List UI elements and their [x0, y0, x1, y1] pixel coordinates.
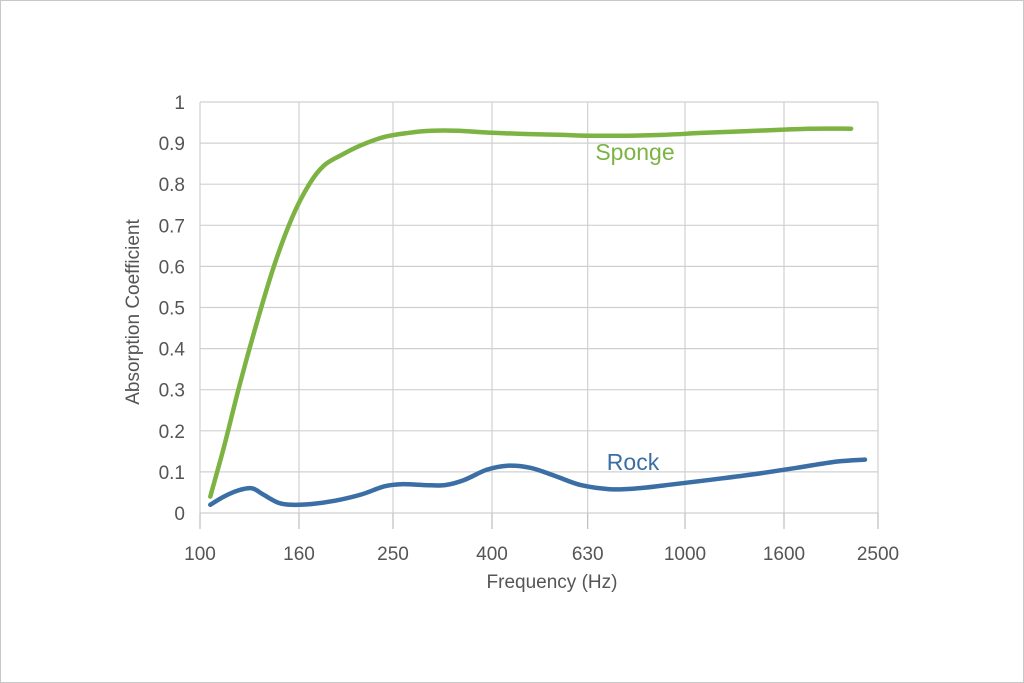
- y-tick-label: 1: [174, 93, 185, 114]
- y-tick-label: 0.2: [159, 422, 185, 443]
- series-line-sponge: [208, 126, 854, 499]
- y-tick-label: 0: [174, 504, 185, 525]
- y-tick-label: 0.7: [159, 216, 185, 237]
- x-tick-label: 250: [377, 544, 409, 565]
- x-tick-label: 2500: [857, 544, 899, 565]
- y-axis-title: Absorption Coefficient: [123, 219, 144, 405]
- x-tick-label: 630: [572, 544, 604, 565]
- y-tick-label: 0.6: [159, 257, 185, 278]
- x-tick-label: 100: [184, 544, 216, 565]
- series-line-rock: [208, 457, 868, 508]
- x-tick-labels: 100 160 250 400 630 1000 1600 2500: [184, 544, 899, 565]
- x-tick-label: 400: [476, 544, 508, 565]
- x-tick-label: 1600: [763, 544, 805, 565]
- y-tick-labels: 0 0.1 0.2 0.3 0.4 0.5 0.6 0.7 0.8 0.9 1: [159, 93, 186, 525]
- series-label-rock: Rock: [607, 449, 660, 475]
- series-lines: [208, 126, 868, 508]
- x-axis-title: Frequency (Hz): [487, 572, 618, 593]
- y-tick-label: 0.8: [159, 175, 185, 196]
- series-label-sponge: Sponge: [595, 139, 674, 165]
- x-tick-label: 160: [283, 544, 315, 565]
- grid-lines: [199, 101, 879, 529]
- y-tick-label: 0.9: [159, 134, 185, 155]
- series-labels: Sponge Rock: [595, 139, 674, 475]
- x-tick-label: 1000: [664, 544, 706, 565]
- y-tick-label: 0.5: [159, 299, 185, 320]
- y-tick-label: 0.1: [159, 463, 185, 484]
- y-tick-label: 0.3: [159, 381, 185, 402]
- y-tick-label: 0.4: [159, 340, 186, 361]
